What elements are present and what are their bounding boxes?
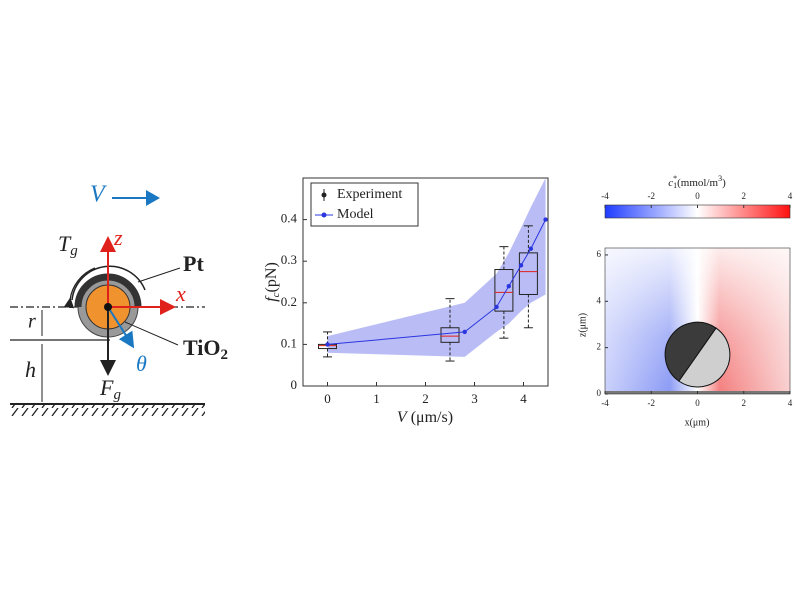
gravity-sub: g xyxy=(113,387,121,403)
y-tick-label: 0.1 xyxy=(281,335,297,350)
plot-area xyxy=(318,178,548,362)
y-label-unit: (pN) xyxy=(263,262,280,292)
velocity-arrow xyxy=(112,190,160,206)
field-y-label: z(μm) xyxy=(577,313,588,337)
theta-arrow xyxy=(107,306,135,349)
axes-frame xyxy=(302,177,549,387)
x-tick-label: -2 xyxy=(648,398,656,408)
x-label: x xyxy=(175,281,186,306)
particle-dark xyxy=(664,321,717,382)
legend-box xyxy=(310,182,419,227)
ground-hatch xyxy=(10,404,205,416)
cb-close: ) xyxy=(722,177,726,189)
model-point xyxy=(494,304,499,310)
center-dot xyxy=(104,303,112,311)
colorbar-tick-label: 0 xyxy=(695,191,700,201)
legend-label: Experiment xyxy=(337,187,402,202)
pt-leader xyxy=(137,267,181,283)
tio2-base: TiO xyxy=(183,335,221,360)
torque-label: Tg xyxy=(58,231,78,259)
cb-symbol: c xyxy=(668,177,673,189)
box xyxy=(440,327,460,343)
field-x-label: x(μm) xyxy=(685,417,710,428)
y-tick-label: 0 xyxy=(597,388,602,398)
model-point xyxy=(543,217,548,222)
pt-arc xyxy=(71,265,146,301)
tio2-label: TiO2 xyxy=(183,335,228,363)
x-label-symbol: V xyxy=(397,409,409,426)
torque-symbol: T xyxy=(58,231,72,256)
y-tick-label: 6 xyxy=(597,249,602,259)
legend-label: Model xyxy=(337,207,374,222)
x-tick-label: 3 xyxy=(471,391,478,406)
x-axis-label: V (μm/s) xyxy=(397,409,453,426)
pt-label: Pt xyxy=(183,251,204,276)
model-point xyxy=(518,263,524,268)
torque-sub: g xyxy=(70,243,78,259)
x-tick-label: 2 xyxy=(742,398,747,408)
model-band xyxy=(327,178,546,357)
cb-sub: 1 xyxy=(673,181,677,190)
colorbar-tick-label: -4 xyxy=(601,191,609,201)
cb-unit-sup: 3 xyxy=(718,174,722,183)
y-tick-label: 0.3 xyxy=(281,252,297,267)
z-label: z xyxy=(113,225,123,250)
y-tick-label: 0.4 xyxy=(281,211,298,226)
colorbar-tick-label: -2 xyxy=(648,191,656,201)
legend-marker xyxy=(321,192,327,198)
legend-marker xyxy=(321,212,327,218)
x-label-unit: (μm/s) xyxy=(411,409,453,426)
y-axis-label: fc(pN) xyxy=(263,262,282,302)
model-point xyxy=(325,342,330,347)
x-tick-label: 4 xyxy=(520,391,527,406)
h-label: h xyxy=(25,357,36,382)
tio2-sub: 2 xyxy=(221,347,229,363)
colorbar-tick-label: 2 xyxy=(742,191,747,201)
box xyxy=(494,269,514,312)
velocity-label: V xyxy=(90,182,107,208)
x-tick-label: -4 xyxy=(601,398,609,408)
particle-light xyxy=(678,327,731,388)
y-tick-label: 0.2 xyxy=(281,294,297,309)
y-tick-label: 2 xyxy=(597,342,602,352)
gravity-symbol: F xyxy=(99,375,114,400)
y-tick-label: 4 xyxy=(597,295,602,305)
x-tick-label: 0 xyxy=(324,391,331,406)
x-tick-label: 4 xyxy=(788,398,793,408)
r-label: r xyxy=(28,311,36,333)
x-tick-label: 1 xyxy=(373,391,380,406)
model-point xyxy=(462,329,467,335)
cb-unit: (mmol/m xyxy=(677,177,718,189)
tio2-leader xyxy=(124,321,179,346)
colorbar-label: c* 1(mmol/m3) xyxy=(668,174,726,190)
torque-arrow xyxy=(63,267,96,309)
x-tick-label: 2 xyxy=(422,391,429,406)
cb-sup: * xyxy=(673,174,677,183)
gravity-label: Fg xyxy=(99,375,121,403)
y-tick-label: 0 xyxy=(291,377,298,392)
theta-label: θ xyxy=(136,351,147,376)
model-point xyxy=(506,283,511,289)
x-tick-label: 0 xyxy=(695,398,700,408)
model-point xyxy=(528,246,534,251)
y-label-symbol: f xyxy=(263,295,280,302)
colorbar-tick-label: 4 xyxy=(788,191,793,201)
diagram: V r h z x Tg Pt TiO2 θ Fg xyxy=(10,182,228,416)
y-label-sub: c xyxy=(270,292,282,297)
